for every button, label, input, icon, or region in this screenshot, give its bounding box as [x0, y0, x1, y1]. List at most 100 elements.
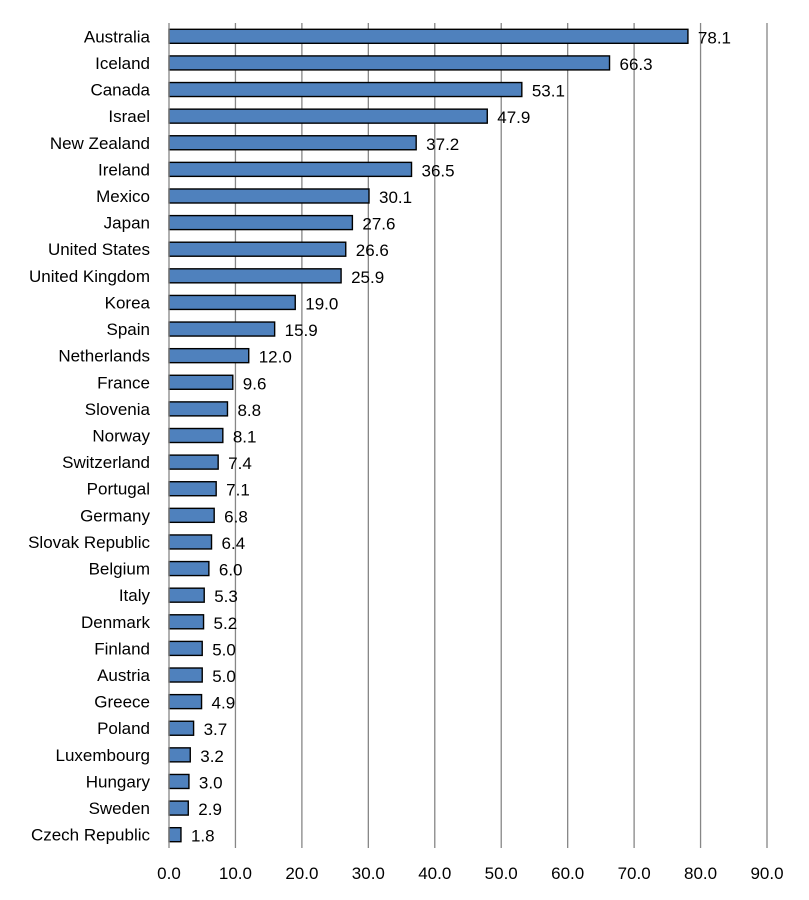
category-label: Poland [97, 719, 150, 738]
bar-portugal [168, 481, 217, 497]
data-labels: 78.1 66.3 53.147.9 37.2 36.5 30.1 27.6 26.6 25.9… [191, 28, 731, 845]
data-label: 36.5 [422, 161, 455, 180]
bar-hungary [168, 773, 190, 790]
bar-mexico [168, 188, 370, 204]
category-label: France [97, 373, 150, 392]
bar-poland [168, 720, 195, 736]
category-label: Canada [90, 81, 150, 100]
category-label: Australia [84, 27, 151, 46]
bar-italy [168, 587, 205, 603]
data-label: 3.2 [200, 747, 224, 766]
bar-netherlands [168, 347, 250, 364]
data-label: 7.4 [228, 454, 252, 473]
data-label: 37.2 [426, 135, 459, 154]
x-tick-label: 70.0 [618, 864, 651, 883]
data-label: 15.9 [285, 321, 318, 340]
bar-norway [168, 427, 224, 444]
data-label: 8.1 [233, 428, 257, 447]
category-label: Netherlands [58, 347, 150, 366]
category-label: Israel [108, 107, 150, 126]
category-label: Norway [92, 427, 150, 446]
bar-luxembourg [168, 747, 191, 763]
bar-slovenia [168, 401, 229, 417]
data-label: 1.8 [191, 827, 215, 846]
x-axis-tick-labels: 0.0 10.0 20.0 30.0 40.0 50.0 60.0 70.0 80.0 90.0 [157, 864, 783, 883]
x-tick-label: 60.0 [551, 864, 584, 883]
bar-spain [168, 321, 276, 337]
x-tick-label: 50.0 [485, 864, 518, 883]
bar-greece [168, 693, 203, 710]
data-label: 5.3 [214, 587, 238, 606]
bar-finland [168, 640, 203, 657]
category-label: Japan [104, 214, 150, 233]
category-label: Austria [97, 666, 150, 685]
data-label: 9.6 [243, 374, 267, 393]
category-label: Denmark [81, 613, 150, 632]
data-label: 6.8 [224, 507, 248, 526]
x-tick-label: 90.0 [750, 864, 783, 883]
category-label: Italy [119, 586, 151, 605]
bar-korea [168, 294, 296, 311]
gridlines [234, 23, 768, 848]
bar-france [168, 374, 234, 390]
data-label: 5.0 [212, 640, 236, 659]
category-label: New Zealand [50, 134, 150, 153]
data-label: 3.0 [199, 773, 223, 792]
data-label: 19.0 [305, 294, 338, 313]
bar-germany [168, 507, 215, 524]
category-label: Korea [105, 293, 151, 312]
data-label: 12.0 [259, 348, 292, 367]
bar-canada [168, 81, 523, 98]
bar-belgium [168, 560, 210, 577]
bar-australia [168, 28, 689, 45]
data-label: 66.3 [620, 55, 653, 74]
data-label: 6.4 [222, 534, 246, 553]
x-tick-label: 10.0 [219, 864, 252, 883]
data-label: 26.6 [356, 241, 389, 260]
category-label: Czech Republic [31, 826, 151, 845]
category-label: Greece [94, 693, 150, 712]
data-label: 47.9 [497, 108, 530, 127]
data-label: 27.6 [362, 215, 395, 234]
x-tick-label: 30.0 [352, 864, 385, 883]
data-label: 7.1 [226, 481, 250, 500]
bar-ireland [168, 161, 413, 178]
data-label: 6.0 [219, 561, 243, 580]
category-labels: Australia Iceland Canada Israel New Zealand I… [28, 27, 150, 844]
category-label: Slovak Republic [28, 533, 150, 552]
category-label: United Kingdom [29, 267, 150, 286]
data-label: 2.9 [198, 800, 222, 819]
data-label: 5.2 [214, 614, 238, 633]
bar-united-states [168, 241, 347, 257]
x-tick-label: 40.0 [418, 864, 451, 883]
category-label: Spain [107, 320, 150, 339]
category-label: Luxembourg [55, 746, 150, 765]
data-label: 4.9 [212, 694, 236, 713]
data-label: 53.1 [532, 82, 565, 101]
category-label: Ireland [98, 160, 150, 179]
category-label: Germany [80, 506, 150, 525]
category-label: Portugal [87, 480, 150, 499]
bar-japan [168, 214, 354, 231]
data-label: 8.8 [237, 401, 261, 420]
bar-united-kingdom [168, 268, 342, 284]
data-label: 3.7 [204, 720, 228, 739]
data-label: 5.0 [212, 667, 236, 686]
x-tick-label: 0.0 [157, 864, 181, 883]
category-label: Finland [94, 639, 150, 658]
category-label: Sweden [89, 799, 150, 818]
x-tick-label: 80.0 [684, 864, 717, 883]
category-label: Belgium [89, 560, 150, 579]
bar-sweden [168, 800, 189, 816]
bar-iceland [168, 55, 611, 71]
data-label: 30.1 [379, 188, 412, 207]
category-label: United States [48, 240, 150, 259]
category-label: Mexico [96, 187, 150, 206]
bar-czech-republic [168, 826, 182, 843]
data-label: 78.1 [698, 28, 731, 47]
bar-new-zealand [168, 135, 417, 151]
bar-austria [168, 667, 203, 683]
data-label: 25.9 [351, 268, 384, 287]
category-label: Iceland [95, 54, 150, 73]
